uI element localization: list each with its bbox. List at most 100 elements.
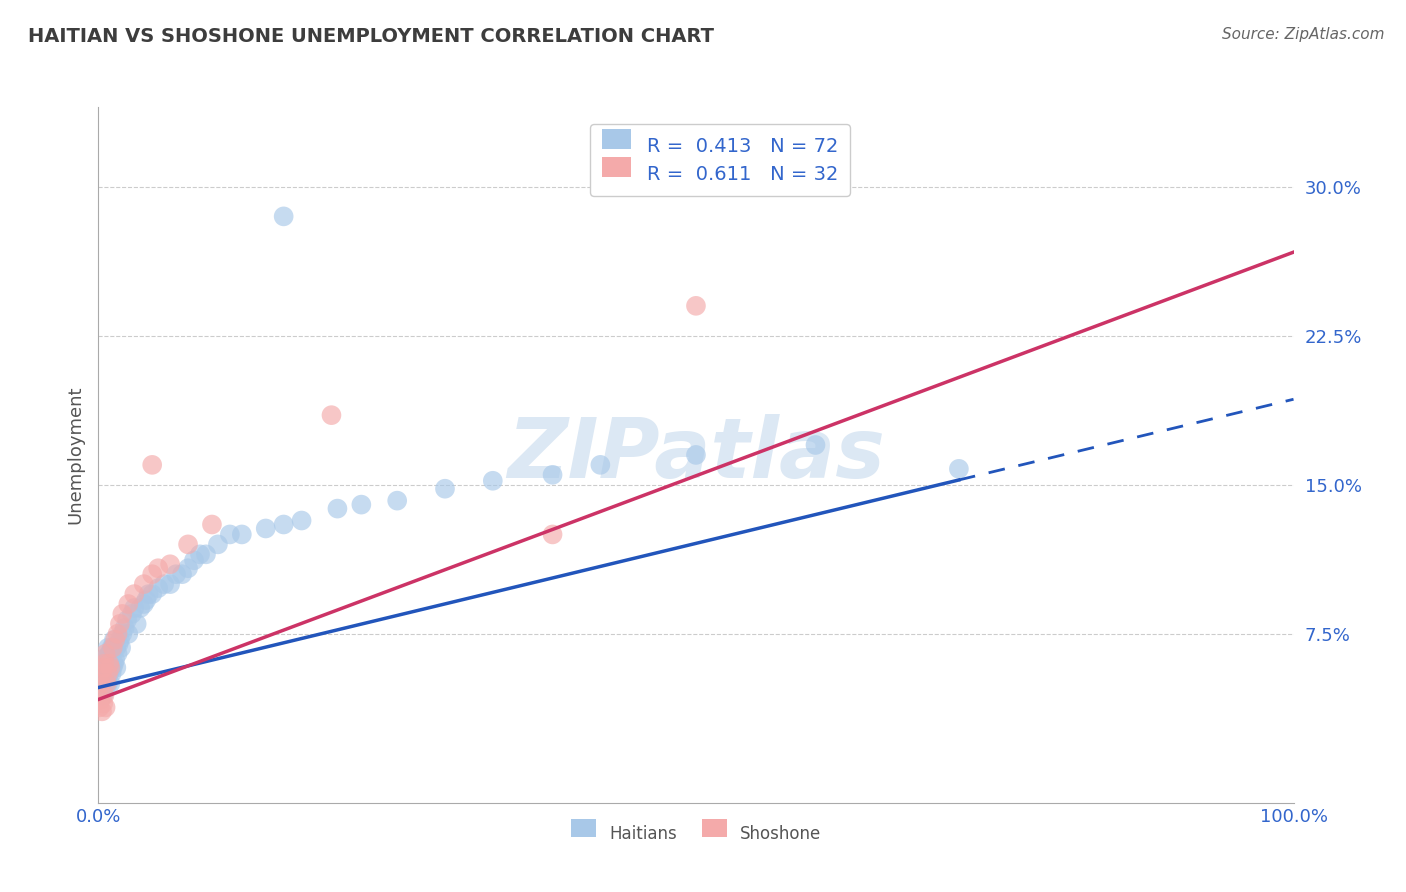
Point <box>481 474 505 488</box>
Point <box>117 597 139 611</box>
Point <box>434 482 457 496</box>
Point <box>132 577 155 591</box>
Point <box>107 637 129 651</box>
Point <box>132 597 155 611</box>
Point <box>91 673 114 687</box>
Point <box>129 601 152 615</box>
Point <box>91 660 114 674</box>
Point <box>195 547 218 561</box>
Point <box>125 616 148 631</box>
Point <box>97 657 120 671</box>
Point <box>108 616 131 631</box>
Point <box>98 657 121 671</box>
Point <box>91 660 114 674</box>
Point <box>121 607 143 621</box>
Point <box>115 613 138 627</box>
Point <box>153 577 176 591</box>
Point <box>589 458 612 472</box>
Point <box>177 561 200 575</box>
Point <box>93 676 115 690</box>
Point <box>94 700 117 714</box>
Point <box>94 647 117 661</box>
Point <box>148 561 170 575</box>
Point <box>541 467 564 482</box>
Point <box>114 621 136 635</box>
Point <box>254 521 277 535</box>
Point <box>91 697 114 711</box>
Point <box>91 666 114 681</box>
Point <box>93 666 115 681</box>
Point <box>172 567 194 582</box>
Point <box>141 567 163 582</box>
Point <box>98 660 122 674</box>
Point <box>90 676 112 690</box>
Point <box>165 567 187 582</box>
Point <box>101 640 124 655</box>
Y-axis label: Unemployment: Unemployment <box>66 385 84 524</box>
Point <box>100 666 122 681</box>
Text: ZIPatlas: ZIPatlas <box>508 415 884 495</box>
Point <box>104 653 127 667</box>
Point <box>201 517 224 532</box>
Point <box>219 527 242 541</box>
Legend: Haitians, Shoshone: Haitians, Shoshone <box>564 819 828 850</box>
Point <box>326 501 349 516</box>
Point <box>141 587 163 601</box>
Point <box>104 632 127 647</box>
Point <box>273 517 295 532</box>
Point <box>159 558 181 572</box>
Point <box>91 704 114 718</box>
Point <box>141 458 163 472</box>
Point <box>291 514 314 528</box>
Point <box>90 681 112 695</box>
Text: Source: ZipAtlas.com: Source: ZipAtlas.com <box>1222 27 1385 42</box>
Point <box>98 647 122 661</box>
Point <box>89 700 111 714</box>
Point <box>96 660 118 674</box>
Point <box>94 676 117 690</box>
Point <box>91 689 114 703</box>
Point <box>111 607 134 621</box>
Point <box>804 438 827 452</box>
Point <box>105 640 128 655</box>
Point <box>97 676 120 690</box>
Point <box>183 553 205 567</box>
Point <box>101 640 124 655</box>
Point <box>103 632 125 647</box>
Point <box>124 587 146 601</box>
Text: HAITIAN VS SHOSHONE UNEMPLOYMENT CORRELATION CHART: HAITIAN VS SHOSHONE UNEMPLOYMENT CORRELA… <box>28 27 714 45</box>
Point <box>105 660 128 674</box>
Point <box>207 537 229 551</box>
Point <box>93 653 115 667</box>
Point <box>100 640 122 655</box>
Point <box>97 666 120 681</box>
Point <box>97 640 120 655</box>
Point <box>103 657 125 671</box>
Point <box>98 647 121 661</box>
Point <box>90 692 112 706</box>
Point <box>108 632 131 647</box>
Point <box>107 647 129 661</box>
Point <box>93 657 115 671</box>
Point <box>96 676 118 690</box>
Point <box>110 640 132 655</box>
Point <box>385 493 409 508</box>
Point <box>685 448 707 462</box>
Point <box>98 666 121 681</box>
Point <box>91 657 114 671</box>
Point <box>124 601 146 615</box>
Point <box>138 587 160 601</box>
Point <box>98 660 122 674</box>
Point <box>94 666 117 681</box>
Point <box>350 498 373 512</box>
Point <box>177 537 200 551</box>
Point <box>231 527 253 541</box>
Point <box>159 577 181 591</box>
Point <box>135 593 157 607</box>
Point <box>98 676 122 690</box>
Point <box>107 627 129 641</box>
Point <box>96 673 118 687</box>
Point <box>93 689 115 703</box>
Point <box>685 299 707 313</box>
Point <box>148 581 170 595</box>
